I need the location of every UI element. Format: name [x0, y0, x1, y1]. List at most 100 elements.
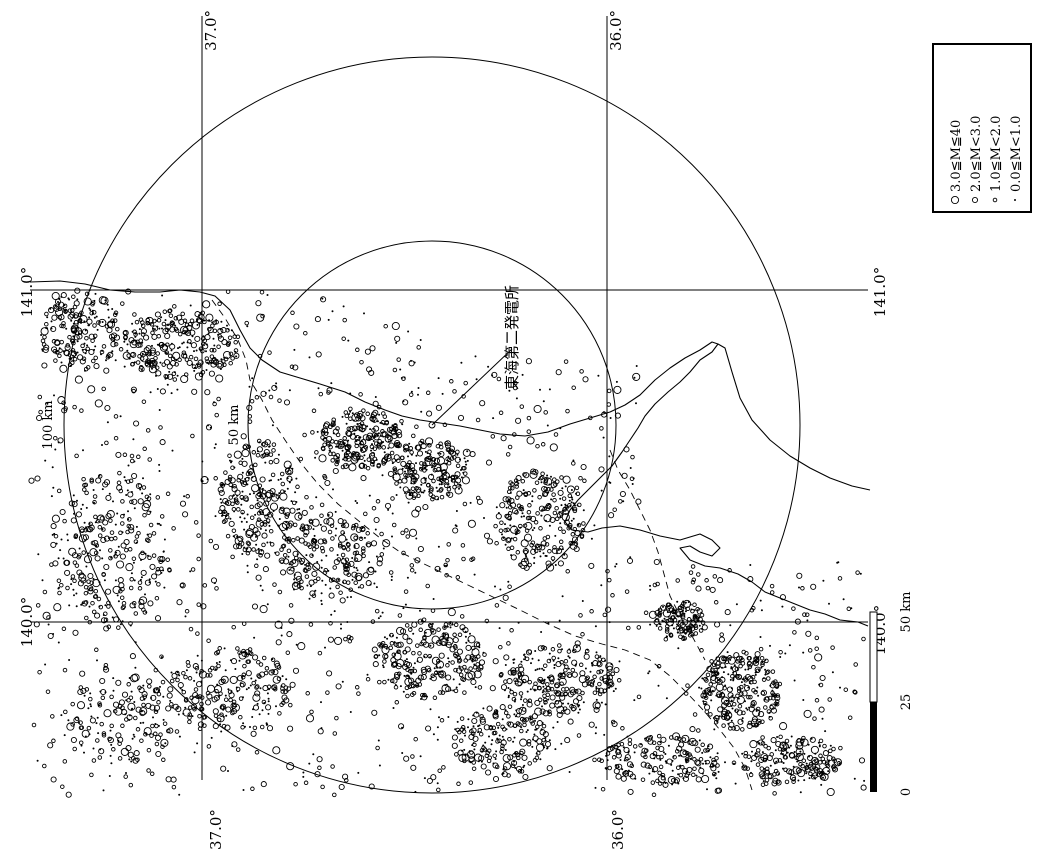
- epicenter-dot: [261, 589, 264, 592]
- epicenter-dot: [230, 329, 233, 332]
- epicenter-medium: [354, 412, 361, 419]
- epicenter-small: [319, 502, 325, 508]
- epicenter-medium: [149, 704, 156, 711]
- epicenter-small: [619, 741, 625, 747]
- epicenter-medium: [254, 690, 261, 697]
- epicenter-small: [343, 563, 349, 569]
- epicenter-medium: [453, 651, 460, 658]
- epicenter-medium: [486, 705, 493, 712]
- epicenter-dot: [426, 452, 429, 455]
- epicenter-small: [129, 458, 135, 464]
- epicenter-small: [404, 623, 410, 628]
- epicenter-dot: [50, 495, 53, 498]
- epicenter-dot: [678, 620, 680, 623]
- epicenter-dot: [280, 634, 283, 637]
- epicenter-small: [506, 773, 511, 778]
- epicenter-dot: [863, 779, 866, 782]
- epicenter-small: [731, 701, 737, 707]
- epicenter-small: [691, 577, 697, 583]
- epicenter-small: [70, 574, 76, 579]
- epicenter-small: [475, 662, 480, 667]
- epicenter-small: [154, 365, 160, 370]
- epicenter-dot: [410, 453, 413, 456]
- epicenter-small: [108, 548, 113, 553]
- epicenter-small: [699, 648, 704, 653]
- epicenter-dot: [205, 369, 208, 371]
- epicenter-medium: [107, 737, 114, 744]
- epicenter-small: [222, 362, 227, 368]
- epicenter-dot: [251, 716, 254, 718]
- epicenter-small: [812, 716, 817, 721]
- epicenter-small: [554, 505, 559, 511]
- epicenter-small: [560, 709, 566, 715]
- epicenter-medium: [77, 354, 84, 361]
- epicenter-dot: [355, 567, 358, 569]
- epicenter-small: [518, 663, 523, 669]
- epicenter-small: [505, 527, 510, 533]
- epicenter-dot: [525, 731, 528, 733]
- epicenter-small: [775, 779, 781, 784]
- epicenter-dot: [542, 685, 545, 688]
- epicenter-dot: [529, 716, 532, 719]
- epicenter-small: [846, 606, 852, 612]
- epicenter-dot: [520, 696, 523, 698]
- epicenter-small: [811, 664, 816, 670]
- epicenter-dot: [225, 714, 228, 717]
- epicenter-small: [200, 336, 206, 341]
- epicenter-medium: [155, 569, 162, 576]
- epicenter-small: [70, 348, 76, 353]
- epicenter-small: [566, 649, 572, 654]
- epicenter-dot: [390, 439, 392, 442]
- epicenter-dot: [420, 483, 423, 486]
- epicenter-medium: [204, 334, 211, 341]
- epicenter-large: [526, 436, 535, 445]
- epicenter-small: [69, 338, 75, 343]
- epicenter-dot: [293, 588, 295, 591]
- epicenter-small: [506, 546, 511, 552]
- epicenter-dot: [677, 773, 680, 776]
- epicenter-small: [746, 754, 752, 759]
- epicenter-small: [855, 570, 860, 575]
- epicenter-dot: [140, 559, 142, 561]
- epicenter-large: [657, 775, 666, 784]
- epicenter-dot: [407, 501, 410, 504]
- epicenter-small: [728, 726, 733, 731]
- epicenter-small: [62, 518, 67, 524]
- epicenter-medium: [342, 773, 349, 780]
- epicenter-dot: [191, 715, 194, 718]
- epicenter-small: [702, 700, 708, 706]
- epicenter-small: [597, 757, 602, 762]
- epicenter-small: [738, 663, 743, 669]
- epicenter-dot: [217, 652, 220, 655]
- epicenter-dot: [449, 626, 452, 629]
- epicenter-dot: [668, 607, 671, 610]
- epicenter-medium: [542, 710, 549, 717]
- epicenter-dot: [717, 672, 720, 675]
- epicenter-medium: [228, 520, 235, 527]
- epicenter-dot: [225, 514, 228, 517]
- epicenter-large: [234, 536, 243, 545]
- epicenter-dot: [627, 750, 630, 753]
- epicenter-dot: [599, 655, 602, 658]
- epicenter-dot: [226, 324, 228, 327]
- epicenter-small: [183, 674, 188, 680]
- epicenter-small: [791, 606, 796, 611]
- epicenter-medium: [505, 513, 512, 520]
- epicenter-small: [411, 495, 417, 500]
- epicenter-small: [713, 600, 719, 605]
- epicenter-small: [614, 764, 620, 769]
- epicenter-small: [514, 750, 519, 756]
- epicenter-dot: [808, 777, 811, 780]
- epicenter-medium: [555, 661, 562, 668]
- epicenter-small: [486, 748, 492, 753]
- epicenter-dot: [379, 434, 382, 437]
- epicenter-medium: [246, 404, 253, 411]
- epicenter-dot: [123, 513, 125, 516]
- epicenter-dot: [541, 743, 544, 745]
- epicenter-dot: [133, 701, 136, 703]
- epicenter-dot: [591, 664, 594, 667]
- epicenter-small: [724, 712, 730, 717]
- epicenter-small: [657, 781, 663, 786]
- epicenter-dot: [286, 690, 289, 693]
- epicenter-dot: [415, 462, 417, 465]
